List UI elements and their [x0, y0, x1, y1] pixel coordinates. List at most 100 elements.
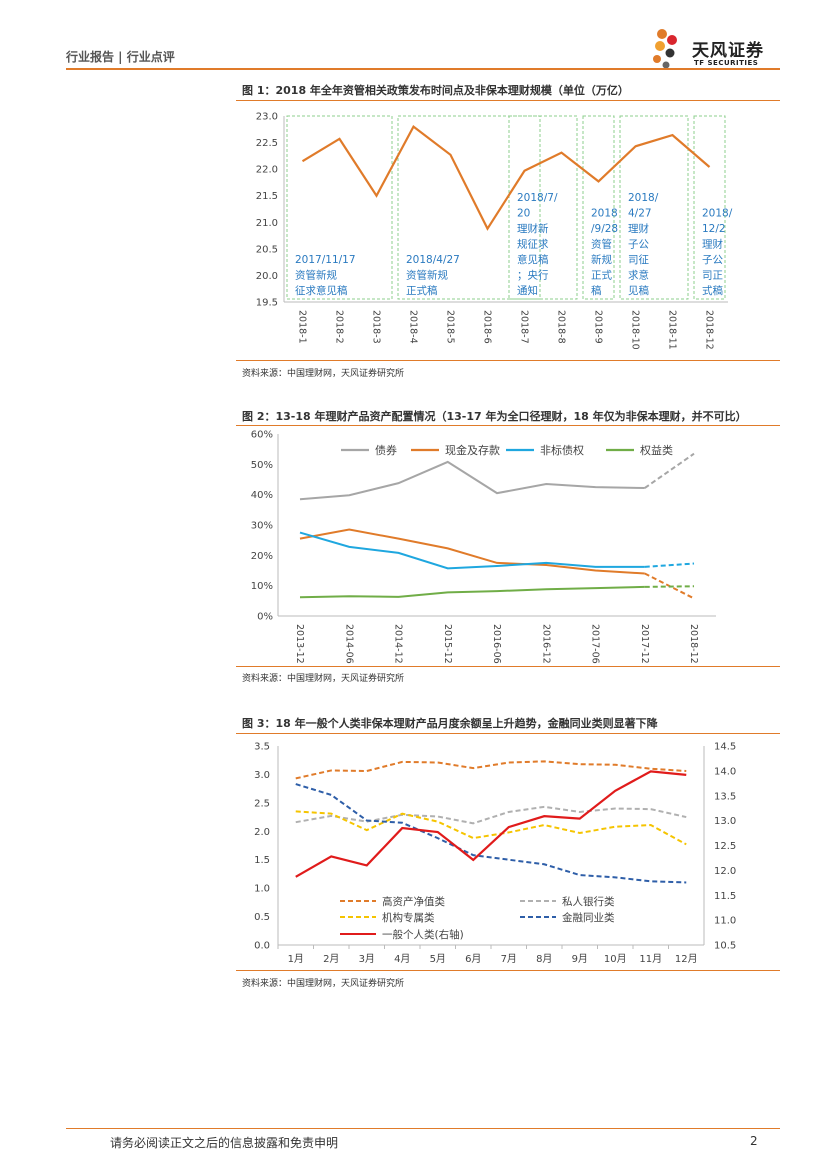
logo-petal-orange-2 [655, 41, 665, 51]
figure1-bottom-rule [236, 360, 780, 361]
figure2-bottom-rule [236, 666, 780, 667]
footer-disclaimer: 请务必阅读正文之后的信息披露和免责申明 [110, 1136, 339, 1150]
y-tick-label: 3.5 [254, 742, 270, 753]
y-right-tick-label: 13.5 [714, 791, 736, 802]
company-logo [653, 29, 677, 69]
x-tick-label: 11月 [639, 953, 662, 965]
policy-annotation-text: 理财新 [517, 222, 549, 235]
x-tick-label: 2018-12 [688, 624, 699, 664]
y-right-tick-label: 14.0 [714, 766, 736, 777]
series-line-债券 [299, 460, 645, 501]
policy-annotation-text: 新规 [591, 253, 612, 266]
policy-annotation-text: 20 [517, 208, 530, 220]
series-line-现金及存款 [299, 528, 645, 575]
legend-label: 私人银行类 [562, 895, 615, 908]
policy-annotation-text: 理财 [702, 238, 723, 251]
x-tick-label: 2018-8 [556, 310, 567, 344]
series-dashed-segment [644, 562, 695, 568]
policy-annotation-box [582, 115, 615, 300]
x-tick-label: 2017-06 [590, 624, 601, 664]
series-line-非标债权 [299, 531, 645, 570]
series-dashed-segment [644, 452, 695, 489]
x-tick-label: 2014-06 [343, 624, 354, 664]
footer-divider [66, 1128, 780, 1129]
logo-petal-dark-2 [662, 61, 670, 69]
x-tick-label: 4月 [394, 953, 410, 965]
x-tick-label: 1月 [288, 953, 304, 965]
legend-label: 一般个人类(右轴) [382, 928, 464, 941]
y-tick-label: 0% [257, 612, 273, 623]
y-tick-label: 0.5 [254, 912, 270, 923]
y-right-tick-label: 11.5 [714, 891, 736, 902]
policy-annotation-text: 正式稿 [406, 284, 438, 297]
policy-annotation-box [508, 115, 578, 300]
policy-annotation-text: /9/28 [591, 223, 618, 235]
y-tick-label: 1.0 [254, 884, 270, 895]
policy-annotation-text: 通知 [517, 284, 538, 297]
policy-annotation-box [397, 115, 541, 300]
policy-annotation-text: 规征求 [517, 238, 549, 251]
x-tick-label: 2018-7 [519, 310, 530, 344]
policy-annotation-box [693, 115, 726, 300]
series-line-非保本理财规模 [301, 124, 711, 231]
figure3-top-rule [236, 733, 780, 734]
header-divider [66, 68, 780, 70]
policy-annotation-text: 司征 [628, 254, 649, 266]
policy-annotation-text: 子公 [702, 254, 723, 266]
figure1-title: 图 1：2018 年全年资管相关政策发布时间点及非保本理财规模（单位（万亿） [242, 84, 629, 97]
y-tick-label: 22.0 [256, 165, 278, 176]
x-tick-label: 7月 [501, 953, 517, 965]
policy-annotation-text: 2018/ [628, 192, 659, 204]
y-tick-label: 21.0 [256, 218, 278, 229]
y-tick-label: 2.0 [254, 827, 270, 838]
logo-petal-red [667, 35, 677, 45]
y-tick-label: 22.5 [256, 138, 278, 149]
x-tick-label: 2017-12 [639, 624, 650, 664]
x-tick-label: 2018-9 [593, 310, 604, 344]
series-line-高资产净值类 [295, 760, 687, 780]
figure1-chart: 19.5 20.0 20.5 21.0 21.5 22.0 22.5 23.0 2018-1 20… [256, 112, 733, 350]
x-tick-label: 2018-4 [408, 310, 419, 344]
series-line-私人银行类 [295, 805, 687, 825]
y-tick-label: 3.0 [254, 770, 270, 781]
y-right-tick-label: 12.0 [714, 866, 736, 877]
policy-annotation-text: ；央行 [517, 269, 549, 282]
legend-label: 金融同业类 [562, 911, 615, 924]
legend-label: 高资产净值类 [382, 895, 445, 908]
policy-annotation-text: 征求意见稿 [295, 284, 348, 297]
figure3-title: 图 3：18 年一般个人类非保本理财产品月度余额呈上升趋势，金融同业类则显著下降 [242, 717, 658, 730]
x-tick-label: 2016-12 [540, 624, 551, 664]
y-tick-label: 60% [251, 430, 273, 441]
series-line-权益类 [299, 585, 645, 599]
x-tick-label: 2018-10 [630, 310, 641, 350]
legend-label: 权益类 [640, 443, 673, 457]
policy-annotation-box [619, 115, 689, 300]
policy-annotation-text: 4/27 [628, 208, 652, 220]
x-tick-label: 10月 [604, 953, 627, 965]
policy-annotation-text: 2018 [591, 208, 618, 220]
y-tick-label: 0.0 [254, 941, 270, 952]
y-tick-label: 21.5 [256, 191, 278, 202]
legend-label: 债券 [375, 443, 397, 457]
y-tick-label: 50% [251, 460, 273, 471]
policy-annotation-text: 意见稿 [517, 253, 549, 266]
figure1-source: 资料来源：中国理财网，天风证券研究所 [242, 369, 405, 379]
logo-petal-orange-1 [657, 29, 667, 39]
y-tick-label: 40% [251, 490, 273, 501]
figure3-source: 资料来源：中国理财网，天风证券研究所 [242, 979, 405, 989]
x-tick-label: 2018-6 [482, 310, 493, 344]
figure2-chart: 0% 10% 20% 30% 40% 50% 60% 2013-12 2014-06 2014-1… [251, 430, 716, 664]
policy-annotation-text: 资管新规 [295, 269, 337, 282]
x-tick-label: 12月 [675, 953, 698, 965]
policy-annotation-text: 12/2 [702, 223, 726, 235]
y-tick-label: 20.0 [256, 271, 278, 282]
y-tick-label: 1.5 [254, 855, 270, 866]
y-tick-label: 20% [251, 551, 273, 562]
logo-name-en: TF SECURITIES [694, 59, 759, 67]
y-tick-label: 10% [251, 581, 273, 592]
figure2-source: 资料来源：中国理财网，天风证券研究所 [242, 674, 405, 684]
x-tick-label: 8月 [536, 953, 552, 965]
y-right-tick-label: 11.0 [714, 916, 736, 927]
logo-name-cn: 天风证券 [692, 41, 764, 61]
policy-annotation-box [286, 115, 393, 300]
